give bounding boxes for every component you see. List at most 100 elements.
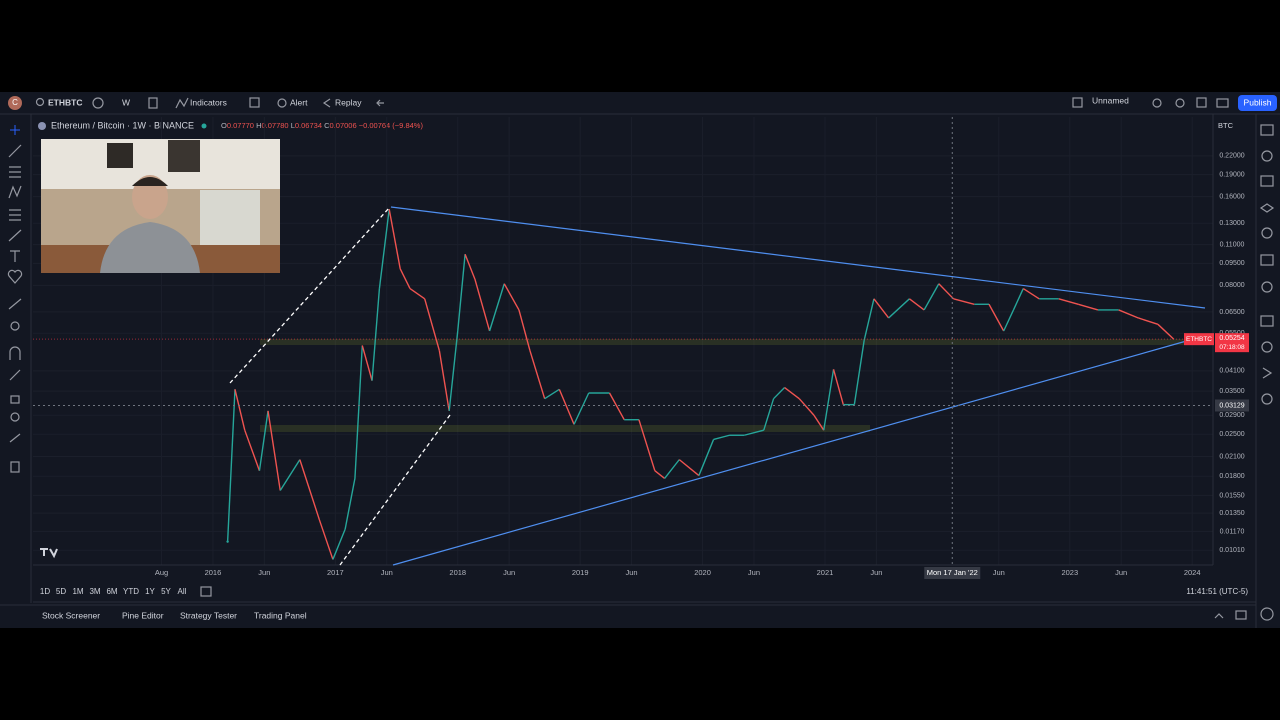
x-tick-label: Jun: [503, 568, 515, 577]
trash[interactable]: [10, 461, 20, 473]
brush-tool[interactable]: [8, 229, 22, 242]
help[interactable]: [1260, 607, 1274, 621]
lock[interactable]: [10, 395, 20, 404]
watchlist[interactable]: [1260, 124, 1274, 136]
price-segment: [1003, 309, 1015, 332]
price-segment: [608, 392, 625, 421]
panel-tab[interactable]: Stock Screener: [42, 610, 100, 620]
price-segment: [923, 283, 940, 311]
price-segment: [267, 410, 281, 491]
chart-type[interactable]: [148, 97, 158, 109]
quick-search[interactable]: [1152, 98, 1162, 108]
panel-tab[interactable]: Pine Editor: [122, 610, 164, 620]
favorites[interactable]: [7, 269, 23, 284]
y-tick-label: 0.09500: [1219, 260, 1244, 267]
text-tool[interactable]: [10, 250, 20, 262]
layout-name[interactable]: Unnamed: [1092, 95, 1129, 105]
x-tick-label: Jun: [993, 568, 1005, 577]
chat[interactable]: [1260, 315, 1274, 327]
price-segment: [474, 278, 491, 332]
hotlists[interactable]: [1261, 227, 1273, 239]
timeframe-button[interactable]: YTD: [123, 587, 139, 596]
price-segment: [784, 386, 800, 400]
ideas[interactable]: [1261, 281, 1273, 293]
magnet[interactable]: [9, 346, 21, 360]
fib-tool[interactable]: [9, 166, 21, 178]
crosshair-tool[interactable]: [10, 125, 20, 135]
x-tick-label: 2024: [1184, 568, 1201, 577]
projection-tool[interactable]: [9, 209, 21, 221]
price-segment: [361, 345, 373, 381]
price-segment: [371, 288, 381, 381]
price-segment: [988, 303, 1005, 332]
price-segment: [1138, 317, 1159, 325]
crosshair-price: 0.03129: [1219, 402, 1244, 409]
ohlc-key: C: [324, 121, 330, 130]
publish-button[interactable]: [1238, 95, 1277, 111]
pattern-tool[interactable]: [8, 185, 22, 199]
price-segment: [773, 387, 786, 400]
add-symbol[interactable]: [92, 97, 104, 109]
zoom[interactable]: [10, 321, 20, 331]
date-range[interactable]: [200, 586, 212, 597]
window: [200, 190, 260, 245]
link[interactable]: [9, 433, 21, 443]
panel-tab[interactable]: Trading Panel: [254, 610, 307, 620]
alerts[interactable]: [1261, 150, 1273, 162]
ruler[interactable]: [8, 298, 22, 310]
price-segment: [698, 439, 715, 476]
price-segment: [763, 398, 775, 431]
x-tick-label: 2020: [694, 568, 711, 577]
interval[interactable]: W: [122, 97, 130, 107]
ohlc: O0.07770 H0.07780 L0.06734 C0.07006 −0.0…: [221, 121, 423, 130]
timeframe-button[interactable]: All: [178, 587, 187, 596]
layers[interactable]: [1259, 203, 1275, 213]
zone: [260, 339, 1190, 345]
timeframe-button[interactable]: 5D: [56, 587, 66, 596]
ohlc-value: 0.07780: [261, 121, 288, 130]
snapshot[interactable]: [1216, 98, 1229, 108]
fullscreen[interactable]: [1196, 97, 1207, 108]
replay[interactable]: Replay: [335, 97, 362, 107]
symbol[interactable]: ETHBTC: [48, 97, 82, 107]
avatar[interactable]: [8, 96, 22, 110]
data-window[interactable]: [1260, 175, 1274, 187]
price-segment: [344, 478, 356, 530]
publish-label: Publish: [1244, 97, 1272, 107]
x-tick-label: Jun: [870, 568, 882, 577]
timeframe-button[interactable]: 3M: [89, 587, 100, 596]
price-segment: [813, 414, 825, 431]
alert[interactable]: Alert: [290, 97, 308, 107]
trendline-tool[interactable]: [8, 144, 22, 158]
legend: Ethereum / Bitcoin · 1W · BINANCE O0.077…: [38, 120, 423, 130]
settings[interactable]: [1175, 98, 1185, 108]
timeframe-button[interactable]: 1D: [40, 587, 50, 596]
crosshair-date-bg: [924, 567, 981, 579]
calendar[interactable]: [1260, 254, 1274, 266]
price-segment: [558, 389, 575, 425]
panel-tab[interactable]: Strategy Tester: [180, 610, 237, 620]
notifications[interactable]: [1261, 393, 1273, 405]
stay-drawing[interactable]: [9, 369, 21, 381]
streams[interactable]: [1261, 341, 1273, 353]
collapse[interactable]: [1214, 613, 1224, 619]
price-segment: [448, 330, 459, 411]
replay-panel[interactable]: [1262, 367, 1273, 379]
y-tick-label: 0.02500: [1219, 431, 1244, 438]
y-tick-label: 0.08000: [1219, 282, 1244, 289]
y-tick-label: 0.01010: [1219, 547, 1244, 554]
y-tick-label: 0.01550: [1219, 492, 1244, 499]
price-segment: [863, 298, 875, 341]
templates[interactable]: [249, 97, 260, 108]
price-segment: [654, 470, 666, 479]
undo[interactable]: [376, 99, 384, 107]
timeframe-button[interactable]: 1M: [72, 587, 83, 596]
timeframe-button[interactable]: 5Y: [161, 587, 171, 596]
hide[interactable]: [10, 412, 20, 422]
maximize[interactable]: [1235, 610, 1247, 620]
timeframe-button[interactable]: 6M: [106, 587, 117, 596]
price-segment: [318, 519, 334, 560]
timeframe-button[interactable]: 1Y: [145, 587, 155, 596]
indicators[interactable]: Indicators: [190, 97, 227, 107]
right-sidebar: [1255, 114, 1275, 628]
